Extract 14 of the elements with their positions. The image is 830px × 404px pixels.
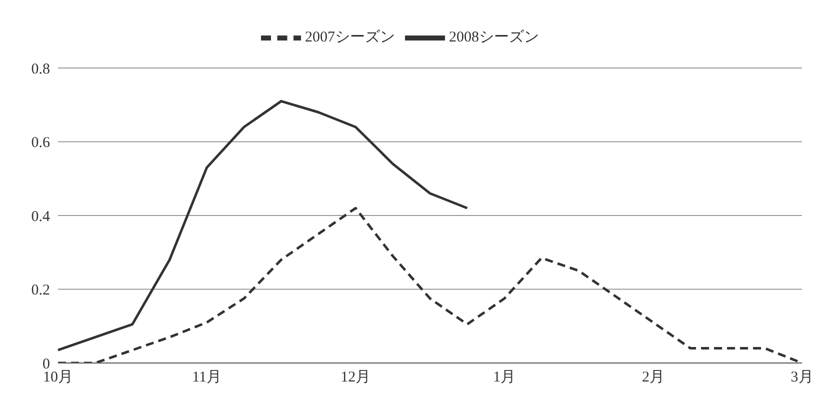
legend-label: 2007シーズン — [305, 29, 395, 46]
x-tick-label: 3月 — [790, 370, 814, 386]
y-tick-label: 0 — [42, 356, 50, 372]
x-tick-label: 10月 — [43, 370, 73, 386]
line-series — [56, 100, 468, 352]
x-tick-label: 12月 — [340, 370, 371, 386]
legend-label: 2008シーズン — [449, 29, 539, 46]
y-tick-label: 0.8 — [31, 61, 50, 78]
x-tick-label: 2月 — [642, 370, 664, 386]
y-tick-label: 0.2 — [31, 282, 50, 299]
y-tick-label: 0.6 — [31, 135, 50, 152]
x-tick-label: 1月 — [493, 370, 516, 386]
x-tick-label: 11月 — [192, 370, 222, 386]
y-tick-label: 0.4 — [31, 208, 50, 225]
